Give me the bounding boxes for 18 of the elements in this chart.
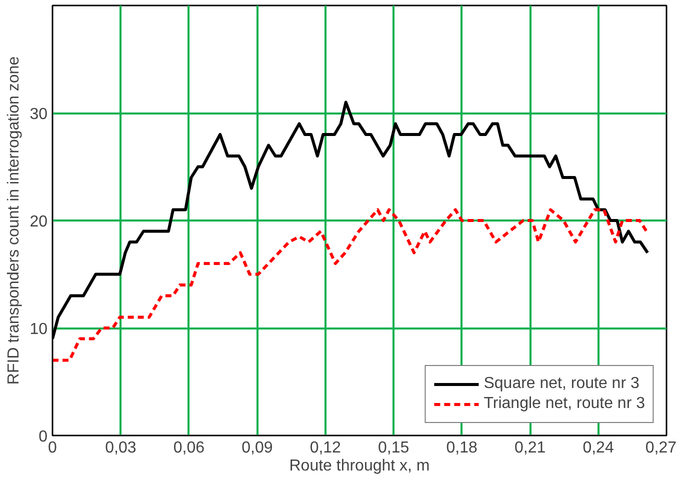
legend-label: Square net, route nr 3 [484,375,640,393]
y-tick-label: 20 [30,214,48,230]
x-tick-label: 0,18 [446,440,478,456]
x-tick-label: 0,27 [645,440,676,456]
x-tick-label: 0,24 [582,440,614,456]
y-axis-title: RFID transponders count in interrogation zone [6,56,23,385]
x-tick-label: 0,09 [242,440,273,456]
x-tick-label: 0,12 [310,440,342,456]
x-tick-label: 0,21 [514,440,546,456]
y-tick-label: 10 [30,321,48,338]
y-tick-label: 30 [30,106,48,123]
legend-label: Triangle net, route nr 3 [484,395,645,413]
x-tick-label: 0,15 [378,440,410,456]
line-series [52,208,648,362]
x-axis-title: Route throught x, m [289,458,430,474]
x-tick-label: 0,03 [105,440,136,456]
y-tick-label: 0 [38,428,48,446]
x-tick-label: 0,06 [173,440,205,456]
